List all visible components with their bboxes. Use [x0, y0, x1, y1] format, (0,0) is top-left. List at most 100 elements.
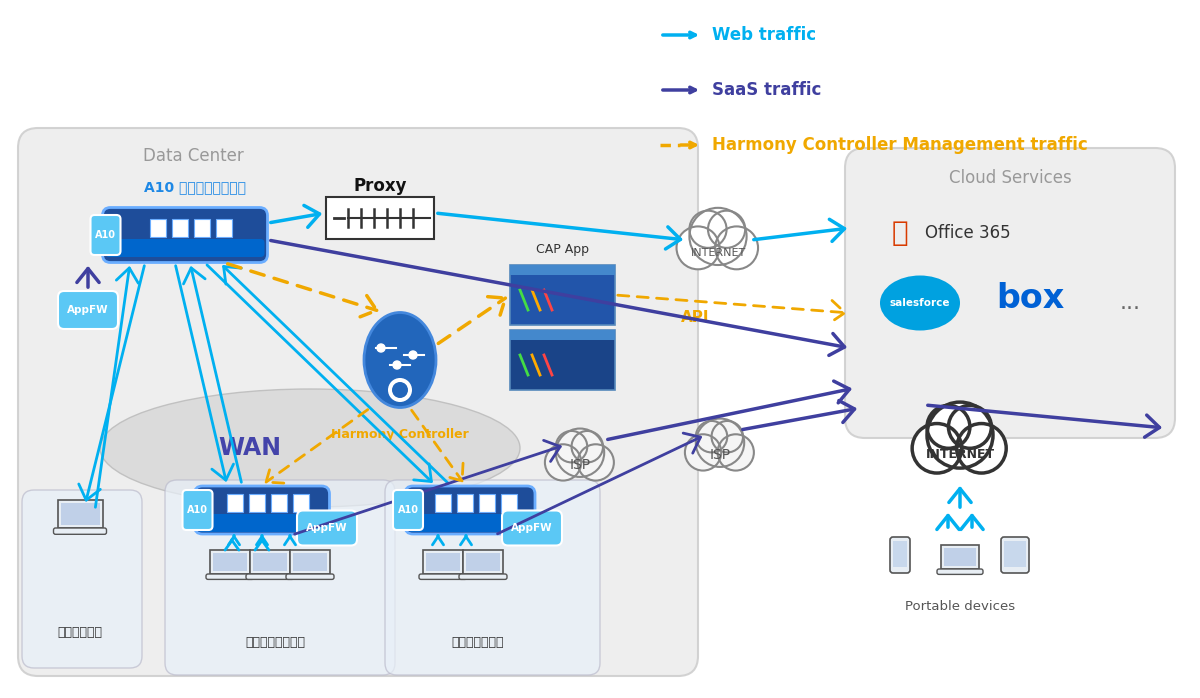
FancyBboxPatch shape — [436, 494, 451, 512]
FancyBboxPatch shape — [194, 486, 330, 534]
Text: API: API — [680, 311, 709, 325]
Circle shape — [388, 378, 412, 402]
FancyBboxPatch shape — [1004, 541, 1026, 567]
Circle shape — [571, 431, 602, 462]
FancyBboxPatch shape — [458, 574, 508, 579]
FancyBboxPatch shape — [394, 490, 424, 530]
FancyBboxPatch shape — [172, 219, 188, 237]
FancyBboxPatch shape — [293, 494, 310, 512]
Ellipse shape — [100, 389, 520, 507]
Text: Portable devices: Portable devices — [905, 600, 1015, 614]
Circle shape — [708, 211, 745, 248]
FancyBboxPatch shape — [510, 265, 616, 275]
FancyBboxPatch shape — [271, 494, 287, 512]
Circle shape — [677, 226, 720, 269]
FancyBboxPatch shape — [90, 215, 120, 255]
Text: A10: A10 — [187, 505, 208, 515]
FancyBboxPatch shape — [214, 553, 247, 571]
FancyBboxPatch shape — [1001, 537, 1030, 573]
FancyBboxPatch shape — [893, 541, 907, 567]
Circle shape — [715, 226, 758, 269]
FancyBboxPatch shape — [286, 574, 334, 579]
FancyBboxPatch shape — [198, 514, 326, 532]
Text: 本社・中規模拠点: 本社・中規模拠点 — [245, 637, 305, 650]
Text: AppFW: AppFW — [511, 523, 553, 533]
Text: Cloud Services: Cloud Services — [949, 169, 1072, 187]
FancyBboxPatch shape — [466, 553, 500, 571]
FancyBboxPatch shape — [216, 219, 232, 237]
Text: SaaS traffic: SaaS traffic — [712, 81, 821, 99]
Circle shape — [696, 419, 744, 467]
FancyBboxPatch shape — [22, 490, 142, 668]
FancyBboxPatch shape — [54, 528, 107, 534]
Text: Harmony Controller: Harmony Controller — [331, 428, 469, 441]
Text: A10: A10 — [397, 505, 419, 515]
FancyBboxPatch shape — [293, 553, 326, 571]
FancyBboxPatch shape — [194, 219, 210, 237]
Text: 大規模・中規模: 大規模・中規模 — [451, 637, 504, 650]
FancyBboxPatch shape — [290, 550, 330, 574]
FancyBboxPatch shape — [326, 197, 434, 239]
FancyBboxPatch shape — [406, 486, 535, 534]
Circle shape — [685, 434, 721, 470]
FancyBboxPatch shape — [246, 574, 294, 579]
FancyBboxPatch shape — [18, 128, 698, 676]
FancyBboxPatch shape — [845, 148, 1175, 438]
Circle shape — [577, 444, 614, 480]
FancyBboxPatch shape — [463, 550, 503, 574]
Ellipse shape — [880, 276, 960, 330]
FancyBboxPatch shape — [227, 494, 242, 512]
Text: Proxy: Proxy — [353, 177, 407, 195]
Text: ISP: ISP — [709, 448, 731, 462]
Text: Harmony Controller Management traffic: Harmony Controller Management traffic — [712, 136, 1087, 154]
Circle shape — [928, 406, 970, 448]
FancyBboxPatch shape — [510, 330, 616, 340]
FancyBboxPatch shape — [510, 265, 616, 325]
Text: ⬛: ⬛ — [892, 219, 908, 247]
Text: ...: ... — [1120, 293, 1140, 313]
Circle shape — [689, 211, 726, 248]
Text: A10 クラウドプロキシ: A10 クラウドプロキシ — [144, 180, 246, 194]
FancyBboxPatch shape — [419, 574, 467, 579]
Circle shape — [712, 421, 743, 452]
Text: INTERNET: INTERNET — [690, 248, 745, 258]
FancyBboxPatch shape — [250, 494, 265, 512]
Circle shape — [409, 351, 418, 359]
Text: ISP: ISP — [570, 458, 590, 472]
Text: WAN: WAN — [218, 436, 282, 460]
FancyBboxPatch shape — [457, 494, 473, 512]
FancyBboxPatch shape — [106, 239, 264, 257]
FancyBboxPatch shape — [937, 569, 983, 574]
FancyBboxPatch shape — [944, 548, 976, 566]
FancyBboxPatch shape — [58, 291, 118, 329]
Circle shape — [689, 208, 746, 265]
FancyBboxPatch shape — [250, 550, 290, 574]
Circle shape — [696, 421, 727, 452]
FancyBboxPatch shape — [502, 494, 517, 512]
Circle shape — [394, 361, 401, 369]
FancyBboxPatch shape — [424, 550, 463, 574]
Ellipse shape — [364, 313, 436, 408]
Circle shape — [545, 444, 581, 480]
FancyBboxPatch shape — [206, 574, 254, 579]
FancyBboxPatch shape — [408, 514, 532, 532]
FancyBboxPatch shape — [166, 480, 395, 675]
Text: A10: A10 — [95, 230, 116, 240]
Circle shape — [556, 429, 605, 477]
Text: Web traffic: Web traffic — [712, 26, 816, 44]
Circle shape — [928, 402, 994, 468]
FancyBboxPatch shape — [58, 500, 102, 528]
FancyBboxPatch shape — [210, 550, 250, 574]
Circle shape — [377, 344, 385, 352]
FancyBboxPatch shape — [941, 545, 979, 569]
FancyBboxPatch shape — [253, 553, 287, 571]
Circle shape — [912, 424, 961, 473]
FancyBboxPatch shape — [102, 207, 268, 262]
FancyBboxPatch shape — [385, 480, 600, 675]
FancyBboxPatch shape — [502, 510, 562, 546]
Circle shape — [718, 434, 754, 470]
Circle shape — [392, 382, 408, 398]
FancyBboxPatch shape — [426, 553, 460, 571]
FancyBboxPatch shape — [298, 510, 358, 546]
Text: AppFW: AppFW — [306, 523, 348, 533]
